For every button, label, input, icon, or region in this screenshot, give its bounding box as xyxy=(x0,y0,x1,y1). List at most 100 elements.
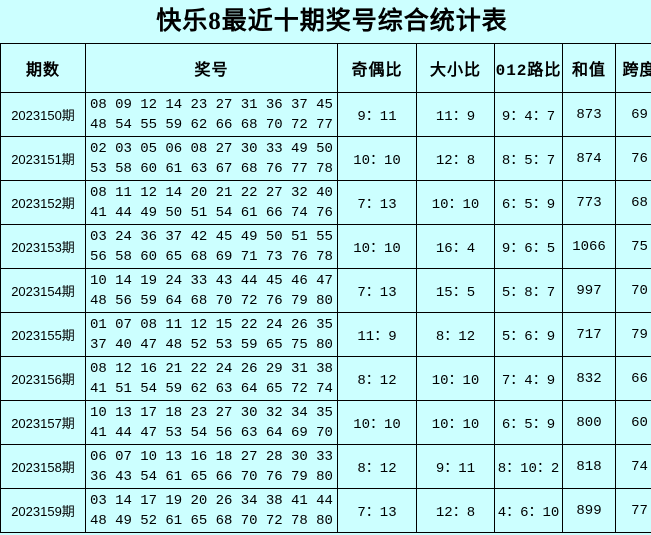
ball-number: 48 xyxy=(90,292,107,309)
ball-number: 52 xyxy=(190,336,208,353)
ball-number: 31 xyxy=(240,96,258,113)
cell-odd-even-ratio: 10：10 xyxy=(337,224,417,269)
ball-number: 37 xyxy=(90,336,107,353)
ball-number: 70 xyxy=(215,292,233,309)
ball-number: 47 xyxy=(140,336,158,353)
winning-numbers-line-1: 06 07 10 13 16 18 27 28 30 33 xyxy=(86,447,337,467)
ball-number: 17 xyxy=(140,492,158,509)
cell-span: 75 xyxy=(614,224,651,269)
cell-sum: 800 xyxy=(562,400,616,445)
ball-number: 38 xyxy=(265,492,283,509)
cell-span: 66 xyxy=(614,356,651,401)
ball-number: 27 xyxy=(215,96,233,113)
ball-number: 78 xyxy=(316,248,333,265)
cell-span: 60 xyxy=(614,400,651,445)
ball-number: 58 xyxy=(115,160,132,177)
ball-number: 80 xyxy=(316,512,333,529)
ball-number: 66 xyxy=(265,204,283,221)
cell-big-small-ratio: 10：10 xyxy=(416,356,495,401)
cell-012-route-ratio: 7：4：9 xyxy=(494,356,563,401)
ball-number: 74 xyxy=(291,204,308,221)
ball-number: 44 xyxy=(316,492,333,509)
ball-number: 03 xyxy=(90,228,107,245)
winning-numbers-line-1: 08 12 16 21 22 24 26 29 31 38 xyxy=(86,359,337,379)
winning-numbers-line-2: 37 40 47 48 52 53 59 65 75 80 xyxy=(86,335,337,355)
ball-number: 56 xyxy=(115,292,132,309)
ball-number: 10 xyxy=(90,272,107,289)
ball-number: 35 xyxy=(316,316,333,333)
ball-number: 41 xyxy=(291,492,308,509)
cell-012-route-ratio: 9：4：7 xyxy=(494,92,563,137)
ball-number: 33 xyxy=(316,448,333,465)
cell-odd-even-ratio: 10：10 xyxy=(337,400,417,445)
ball-number: 43 xyxy=(115,468,132,485)
column-header-odd-even-ratio: 奇偶比 xyxy=(337,43,417,93)
cell-odd-even-ratio: 7：13 xyxy=(337,268,417,313)
cell-012-route-ratio: 8：10：2 xyxy=(494,444,563,489)
ball-number: 45 xyxy=(316,96,333,113)
cell-winning-numbers: 10 13 17 18 23 27 30 32 34 35 41 44 47 53 54 56 63 64 69 70 xyxy=(85,400,338,445)
cell-winning-numbers: 03 14 17 19 20 26 34 38 41 44 48 49 52 61 65 68 70 72 78 80 xyxy=(85,488,338,533)
ball-number: 37 xyxy=(165,228,183,245)
ball-number: 78 xyxy=(291,512,308,529)
ball-number: 21 xyxy=(215,184,233,201)
ball-number: 76 xyxy=(265,292,283,309)
cell-sum: 899 xyxy=(562,488,616,533)
ball-number: 75 xyxy=(291,336,308,353)
ball-number: 76 xyxy=(265,160,283,177)
ball-number: 43 xyxy=(215,272,233,289)
ball-number: 05 xyxy=(140,140,158,157)
ball-number: 11 xyxy=(115,184,132,201)
column-header-span: 跨度 xyxy=(614,43,651,93)
ball-number: 09 xyxy=(115,96,132,113)
ball-number: 70 xyxy=(240,468,258,485)
ball-number: 22 xyxy=(240,184,258,201)
ball-number: 10 xyxy=(140,448,158,465)
winning-numbers-line-2: 41 44 47 53 54 56 63 64 69 70 xyxy=(86,423,337,443)
ball-number: 24 xyxy=(215,360,233,377)
cell-big-small-ratio: 12：8 xyxy=(416,488,495,533)
table-row: 2023154期 10 14 19 24 33 43 44 45 46 47 48 56 59 64 68 70… xyxy=(0,268,651,313)
ball-number: 19 xyxy=(140,272,158,289)
cell-sum: 1066 xyxy=(562,224,616,269)
ball-number: 07 xyxy=(115,448,132,465)
cell-winning-numbers: 01 07 08 11 12 15 22 24 26 35 37 40 47 48 52 53 59 65 75 80 xyxy=(85,312,338,357)
ball-number: 44 xyxy=(115,424,132,441)
cell-big-small-ratio: 12：8 xyxy=(416,136,495,181)
table-body: 2023150期 08 09 12 14 23 27 31 36 37 45 48 54 55 59 62 66… xyxy=(0,92,651,533)
ball-number: 29 xyxy=(265,360,283,377)
cell-012-route-ratio: 9：6：5 xyxy=(494,224,563,269)
cell-odd-even-ratio: 9：11 xyxy=(337,92,417,137)
winning-numbers-line-1: 08 09 12 14 23 27 31 36 37 45 xyxy=(86,95,337,115)
ball-number: 60 xyxy=(140,160,158,177)
winning-numbers-line-2: 56 58 60 65 68 69 71 73 76 78 xyxy=(86,247,337,267)
ball-number: 53 xyxy=(215,336,233,353)
winning-numbers-line-2: 53 58 60 61 63 67 68 76 77 78 xyxy=(86,159,337,179)
ball-number: 61 xyxy=(165,468,183,485)
cell-period: 2023156期 xyxy=(0,356,86,401)
winning-numbers-line-2: 48 56 59 64 68 70 72 76 79 80 xyxy=(86,291,337,311)
ball-number: 64 xyxy=(165,292,183,309)
cell-big-small-ratio: 15：5 xyxy=(416,268,495,313)
ball-number: 31 xyxy=(291,360,308,377)
ball-number: 14 xyxy=(165,184,183,201)
ball-number: 68 xyxy=(240,116,258,133)
page-title: 快乐8最近十期奖号综合统计表 xyxy=(0,0,651,44)
ball-number: 59 xyxy=(140,292,158,309)
column-header-period: 期数 xyxy=(0,43,86,93)
ball-number: 68 xyxy=(215,512,233,529)
ball-number: 70 xyxy=(265,116,283,133)
ball-number: 46 xyxy=(291,272,308,289)
ball-number: 18 xyxy=(215,448,233,465)
ball-number: 64 xyxy=(265,424,283,441)
cell-sum: 832 xyxy=(562,356,616,401)
cell-012-route-ratio: 8：5：7 xyxy=(494,136,563,181)
ball-number: 52 xyxy=(140,512,158,529)
ball-number: 08 xyxy=(90,360,107,377)
ball-number: 23 xyxy=(190,96,208,113)
ball-number: 08 xyxy=(190,140,208,157)
ball-number: 78 xyxy=(316,160,333,177)
ball-number: 14 xyxy=(165,96,183,113)
ball-number: 72 xyxy=(291,116,308,133)
cell-sum: 818 xyxy=(562,444,616,489)
